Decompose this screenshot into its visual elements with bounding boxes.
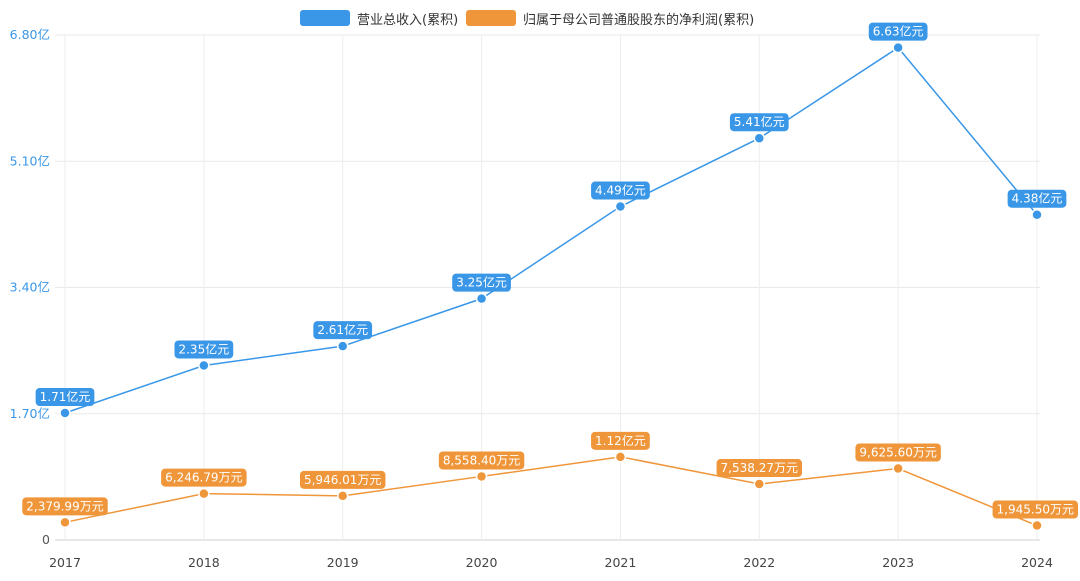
data-point[interactable] xyxy=(892,41,904,54)
data-point[interactable] xyxy=(336,340,349,352)
x-tick-label: 2018 xyxy=(188,555,220,570)
x-tick-label: 2021 xyxy=(605,555,637,570)
legend-swatch-net-profit xyxy=(466,10,516,26)
data-label-box xyxy=(729,113,789,132)
data-label-box xyxy=(438,451,525,470)
x-tick-label: 2017 xyxy=(49,555,81,570)
series-line-1 xyxy=(64,456,1038,527)
data-point[interactable] xyxy=(1031,208,1043,221)
data-label-box xyxy=(591,431,650,450)
legend: 营业总收入(累积) 归属于母公司普通股股东的净利润(累积) xyxy=(0,8,1080,28)
data-label: 5.41亿元 xyxy=(734,114,785,129)
data-point[interactable] xyxy=(475,292,488,305)
data-point[interactable] xyxy=(336,490,349,502)
data-label-box xyxy=(855,443,941,462)
data-label-box xyxy=(313,321,373,340)
x-tick-label: 2023 xyxy=(882,555,914,570)
series-line-0 xyxy=(64,46,1038,414)
x-tick-label: 2022 xyxy=(743,555,775,570)
data-point[interactable] xyxy=(1031,519,1043,532)
data-point[interactable] xyxy=(59,516,71,529)
data-label: 1,945.50万元 xyxy=(997,503,1074,517)
data-label-box xyxy=(35,388,95,407)
data-label-box xyxy=(161,468,247,487)
data-label-box xyxy=(174,340,234,359)
y-tick-label: 3.40亿 xyxy=(10,280,50,295)
data-label: 1.71亿元 xyxy=(40,389,91,404)
data-label-box xyxy=(1007,189,1067,208)
data-label: 8,558.40万元 xyxy=(443,453,520,467)
data-point[interactable] xyxy=(892,462,904,475)
legend-swatch-revenue xyxy=(300,10,350,26)
data-label: 4.49亿元 xyxy=(595,183,646,198)
data-label: 6,246.79万元 xyxy=(165,471,242,485)
y-tick-label: 6.80亿 xyxy=(10,27,50,42)
data-label-box xyxy=(716,459,803,478)
data-label-box xyxy=(591,181,650,200)
data-label: 6.63亿元 xyxy=(873,24,924,39)
y-tick-label: 1.70亿 xyxy=(10,406,50,421)
data-point[interactable] xyxy=(753,132,766,144)
data-point[interactable] xyxy=(59,407,71,419)
data-point[interactable] xyxy=(198,359,210,372)
legend-item-net-profit[interactable]: 归属于母公司普通股股东的净利润(累积) xyxy=(466,8,754,28)
y-tick-label: 5.10亿 xyxy=(10,153,50,168)
data-label-box xyxy=(452,273,511,292)
legend-label-revenue: 营业总收入(累积) xyxy=(357,12,459,28)
data-label: 9,625.60万元 xyxy=(859,446,936,460)
data-label: 7,538.27万元 xyxy=(721,461,798,475)
data-label: 5,946.01万元 xyxy=(304,473,381,487)
data-label-box xyxy=(992,500,1078,519)
data-label-box xyxy=(22,497,108,516)
data-label: 4.38亿元 xyxy=(1012,191,1063,206)
data-label: 2.35亿元 xyxy=(178,341,229,356)
data-point[interactable] xyxy=(198,487,210,500)
legend-label-net-profit: 归属于母公司普通股股东的净利润(累积) xyxy=(523,12,755,28)
data-point[interactable] xyxy=(475,470,488,483)
data-label-box xyxy=(868,22,928,41)
data-point[interactable] xyxy=(614,451,627,463)
x-tick-label: 2020 xyxy=(466,555,498,570)
data-label: 2,379.99万元 xyxy=(26,499,103,513)
y-tick-label: 0 xyxy=(42,532,50,547)
legend-item-revenue[interactable]: 营业总收入(累积) xyxy=(300,8,458,28)
data-point[interactable] xyxy=(614,200,627,213)
data-point[interactable] xyxy=(753,478,766,490)
data-label-box xyxy=(299,470,386,489)
data-label: 3.25亿元 xyxy=(456,275,507,290)
data-label: 1.12亿元 xyxy=(595,433,646,448)
x-tick-label: 2019 xyxy=(327,555,359,570)
data-label: 2.61亿元 xyxy=(317,322,368,337)
x-tick-label: 2024 xyxy=(1021,555,1053,570)
